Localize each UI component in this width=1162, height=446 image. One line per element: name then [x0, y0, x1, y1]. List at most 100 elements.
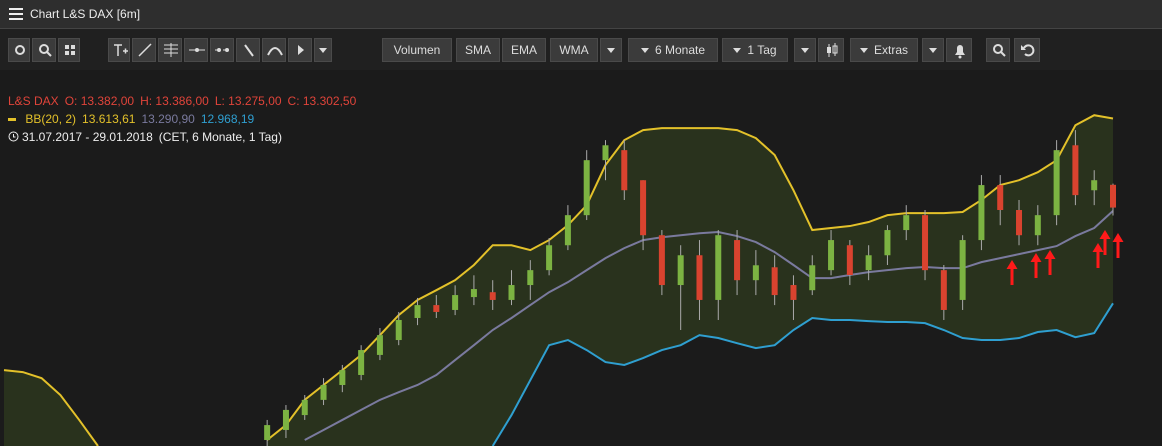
settings-button[interactable]: [8, 38, 30, 62]
lower-value: 12.968,19: [200, 112, 255, 126]
ohlc-open: O: 13.382,00: [64, 94, 135, 108]
legend: L&S DAX O: 13.382,00 H: 13.386,00 L: 13.275…: [8, 92, 362, 146]
date-range: 31.07.2017 - 29.01.2018: [22, 130, 153, 144]
ohlc-close: C: 13.302,50: [287, 94, 357, 108]
band-line: [491, 302, 1114, 446]
extras-dropdown[interactable]: Extras: [850, 38, 918, 62]
candle-body: [959, 240, 966, 300]
candle-body: [508, 285, 515, 300]
window-title: Chart L&S DAX [6m]: [30, 7, 141, 21]
annotation-arrow: [1006, 260, 1018, 285]
candle-body: [715, 235, 722, 300]
candle-body: [940, 270, 947, 310]
sma-button[interactable]: SMA: [456, 38, 500, 62]
candle-body: [790, 285, 797, 300]
range-row: 31.07.2017 - 29.01.2018 (CET, 6 Monate, 1…: [8, 128, 362, 146]
indicator-dropdown[interactable]: [600, 38, 622, 62]
instrument-name: L&S DAX: [8, 94, 59, 108]
clock-icon: [8, 131, 19, 142]
interval-dropdown[interactable]: 1 Tag: [722, 38, 788, 62]
candle-body: [922, 215, 929, 271]
period-label: 6 Monate: [654, 43, 706, 57]
volume-button[interactable]: Volumen: [382, 38, 452, 62]
candle-body: [376, 335, 383, 355]
candle-body: [978, 185, 985, 241]
hline-tool[interactable]: [184, 38, 208, 62]
annotation-arrow: [1092, 243, 1104, 268]
candle-body: [527, 270, 534, 286]
candle-body: [358, 350, 365, 375]
alert-dropdown[interactable]: [922, 38, 944, 62]
candle-body: [903, 215, 910, 231]
range-note: (CET, 6 Monate, 1 Tag): [158, 130, 282, 144]
candle-body: [865, 255, 872, 271]
layout-button[interactable]: [58, 38, 80, 62]
search-button[interactable]: [32, 38, 56, 62]
charttype-button[interactable]: [818, 38, 844, 62]
pen-tool[interactable]: [236, 38, 260, 62]
annotation-arrow: [1112, 233, 1124, 258]
candle-body: [564, 215, 571, 246]
band-fill: [267, 115, 1113, 446]
ray-tool[interactable]: [210, 38, 234, 62]
candle-body: [828, 240, 835, 271]
candle-body: [1053, 150, 1060, 216]
band-line: [3, 114, 1114, 446]
arrow-tool[interactable]: [288, 38, 312, 62]
candle-body: [264, 425, 271, 440]
candle-body: [602, 145, 609, 161]
tools-dropdown[interactable]: [314, 38, 332, 62]
indicator-swatch: [8, 118, 16, 122]
wma-button[interactable]: WMA: [550, 38, 598, 62]
fib-tool[interactable]: [158, 38, 182, 62]
candle-body: [301, 399, 308, 416]
candle-body: [1034, 215, 1041, 236]
indicator-row: BB(20, 2) 13.613,61 13.290,90 12.968,19: [8, 110, 362, 128]
ema-button[interactable]: EMA: [502, 38, 546, 62]
zoom-button[interactable]: [986, 38, 1010, 62]
line-tool[interactable]: [132, 38, 156, 62]
indicator-name: BB(20, 2): [25, 112, 77, 126]
candle-body: [1110, 184, 1116, 208]
period-dropdown[interactable]: 6 Monate: [628, 38, 718, 62]
candle-body: [846, 245, 853, 276]
upper-value: 13.613,61: [82, 112, 136, 126]
candle-body: [677, 255, 684, 286]
candle-body: [696, 255, 703, 300]
candle-body: [583, 160, 590, 216]
candle-body: [320, 384, 327, 400]
ohlc-high: H: 13.386,00: [140, 94, 209, 108]
candle-body: [339, 370, 346, 385]
title-bar: Chart L&S DAX [6m]: [0, 0, 1162, 29]
candle-body: [546, 245, 553, 271]
charttype-dropdown[interactable]: [794, 38, 816, 62]
band-line: [304, 210, 1114, 441]
alert-button[interactable]: [946, 38, 972, 62]
candle-body: [658, 235, 665, 286]
candle-body: [997, 185, 1004, 211]
interval-label: 1 Tag: [747, 43, 777, 57]
text-tool[interactable]: [108, 38, 130, 62]
candle-body: [621, 150, 628, 191]
candle-body: [489, 292, 496, 300]
menu-icon[interactable]: [8, 0, 28, 28]
ohlc-low: L: 13.275,00: [214, 94, 282, 108]
arc-tool[interactable]: [262, 38, 286, 62]
candle-body: [395, 319, 402, 341]
candle-body: [282, 409, 289, 430]
candle-body: [414, 305, 421, 318]
undo-button[interactable]: [1014, 38, 1040, 62]
candle-body: [640, 180, 647, 236]
ohlc-row: L&S DAX O: 13.382,00 H: 13.386,00 L: 13.275…: [8, 92, 362, 110]
band-fill: [4, 370, 98, 446]
candle-body: [1072, 145, 1079, 196]
candle-body: [452, 295, 459, 310]
candle-body: [433, 305, 440, 312]
candle-body: [884, 230, 891, 256]
annotation-arrow: [1044, 250, 1056, 275]
extras-label: Extras: [873, 43, 908, 57]
middle-value: 13.290,90: [141, 112, 195, 126]
annotation-arrow: [1030, 253, 1042, 278]
candle-body: [470, 289, 477, 298]
candle-body: [1016, 210, 1023, 236]
